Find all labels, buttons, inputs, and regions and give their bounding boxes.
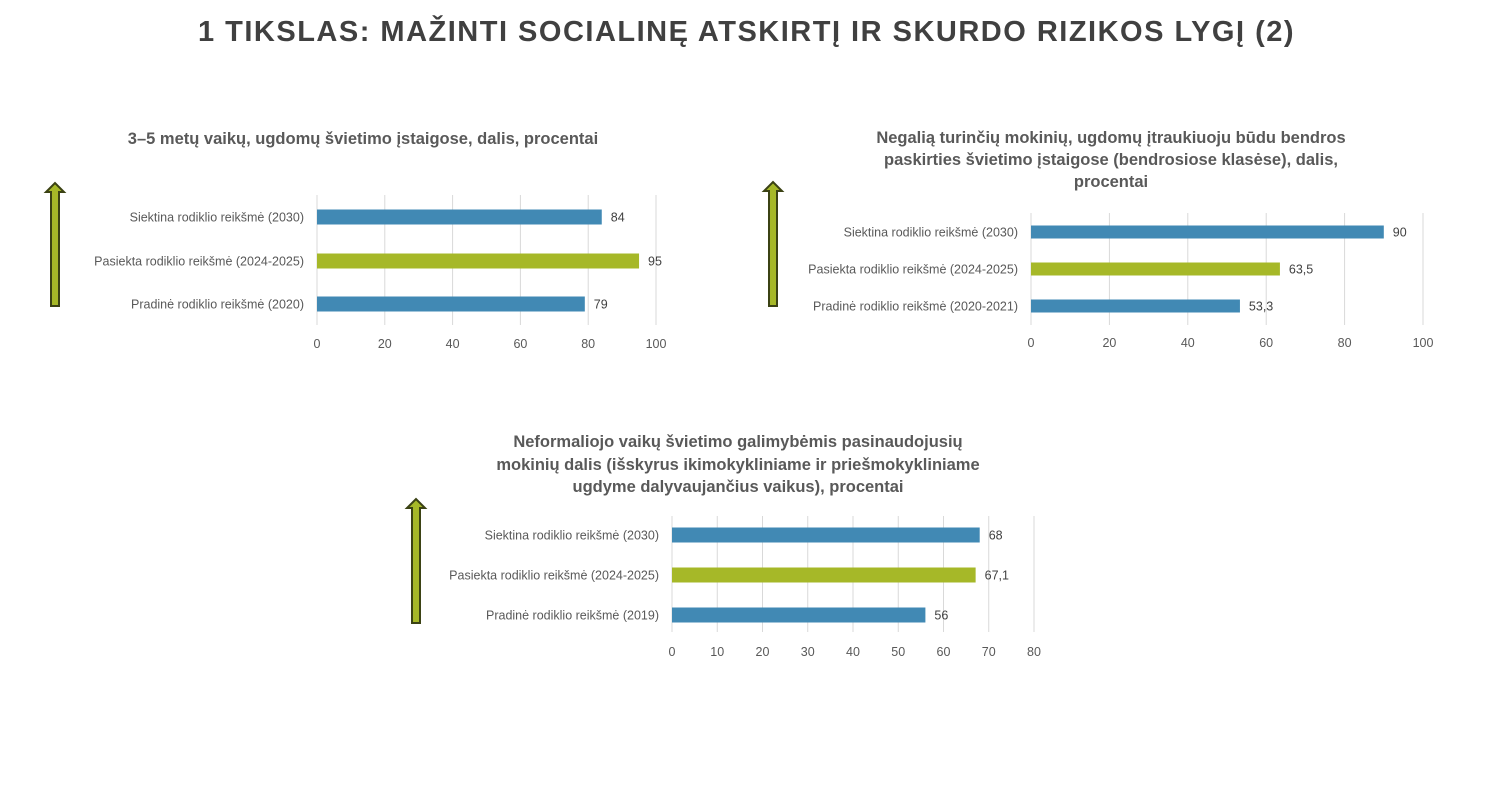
bar [672,527,980,543]
bar [672,567,976,583]
x-tick-label: 70 [982,645,996,659]
x-tick-label: 0 [314,337,321,351]
up-arrow-icon [43,181,67,307]
chart-title: procentai [1074,173,1148,191]
data-label: 84 [611,211,625,225]
category-label: Pasiekta rodiklio reikšmė (2024-2025) [449,569,659,583]
category-label: Siektina rodiklio reikšmė (2030) [844,226,1018,240]
bar [1031,299,1240,313]
chart-title: Neformaliojo vaikų švietimo galimybėmis … [513,433,962,451]
data-label: 68 [989,529,1003,543]
category-label: Siektina rodiklio reikšmė (2030) [130,211,304,225]
data-label: 79 [594,298,608,312]
data-label: 63,5 [1289,263,1313,277]
chart-3: Neformaliojo vaikų švietimo galimybėmis … [404,433,1041,659]
data-label: 67,1 [985,569,1009,583]
up-arrow-icon [404,497,428,624]
x-tick-label: 40 [846,645,860,659]
x-tick-label: 60 [937,645,951,659]
chart-title: paskirties švietimo įstaigose (bendrosio… [884,151,1338,169]
x-tick-label: 60 [1259,336,1273,350]
x-tick-label: 20 [1102,336,1116,350]
x-tick-label: 20 [756,645,770,659]
x-tick-label: 0 [1028,336,1035,350]
x-tick-label: 80 [1338,336,1352,350]
up-arrow-icon [761,180,785,307]
data-label: 53,3 [1249,300,1273,314]
category-label: Pasiekta rodiklio reikšmė (2024-2025) [808,263,1018,277]
x-tick-label: 50 [891,645,905,659]
data-label: 90 [1393,226,1407,240]
x-tick-label: 40 [1181,336,1195,350]
x-tick-label: 10 [710,645,724,659]
category-label: Siektina rodiklio reikšmė (2030) [485,529,659,543]
chart-title: Negalią turinčių mokinių, ugdomų įtrauki… [876,129,1345,147]
page-title: 1 TIKSLAS: MAŽINTI SOCIALINĘ ATSKIRTĮ IR… [197,16,1296,48]
x-tick-label: 80 [581,337,595,351]
data-label: 56 [934,609,948,623]
chart-1: 3–5 metų vaikų, ugdomų švietimo įstaigos… [43,130,667,351]
category-label: Pradinė rodiklio reikšmė (2019) [486,609,659,623]
bar [317,209,602,225]
bar [1031,225,1384,239]
x-tick-label: 40 [446,337,460,351]
x-tick-label: 30 [801,645,815,659]
x-tick-label: 20 [378,337,392,351]
chart-title: ugdyme dalyvaujančius vaikus), procentai [572,478,903,496]
x-tick-label: 0 [669,645,676,659]
bar [317,253,640,269]
x-tick-label: 100 [646,337,667,351]
x-tick-label: 60 [513,337,527,351]
category-label: Pasiekta rodiklio reikšmė (2024-2025) [94,255,304,269]
category-label: Pradinė rodiklio reikšmė (2020) [131,298,304,312]
chart-title: mokinių dalis (išskyrus ikimokykliniame … [496,456,979,474]
chart-2: Negalią turinčių mokinių, ugdomų įtrauki… [761,129,1434,350]
category-label: Pradinė rodiklio reikšmė (2020-2021) [813,300,1018,314]
chart-title: 3–5 metų vaikų, ugdomų švietimo įstaigos… [128,130,598,148]
bar [1031,262,1280,276]
x-tick-label: 100 [1413,336,1434,350]
x-tick-label: 80 [1027,645,1041,659]
bar [672,607,926,623]
bar [317,296,585,312]
data-label: 95 [648,255,662,269]
